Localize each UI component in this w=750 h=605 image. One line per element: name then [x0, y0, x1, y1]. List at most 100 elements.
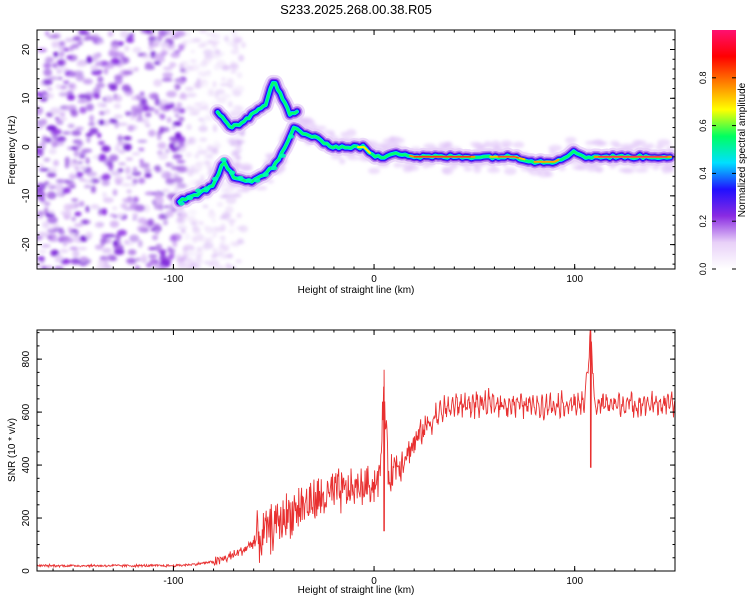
- heatmap-noise-cell: [96, 40, 105, 45]
- heatmap-noise-cell: [102, 247, 112, 254]
- heatmap-noise-cell: [180, 228, 186, 234]
- heatmap-noise-cell: [173, 176, 184, 184]
- heatmap-noise-cell: [48, 226, 58, 230]
- heatmap-noise-cell: [129, 234, 140, 243]
- heatmap-noise-cell: [112, 189, 118, 196]
- heatmap-halo-cell: [618, 167, 632, 173]
- heatmap-noise-cell: [205, 70, 212, 75]
- colorbar-ticks: 0.0 0.2 0.4 0.6 0.8: [698, 72, 736, 275]
- colorbar-gradient: [712, 30, 736, 269]
- heatmap-noise-cell: [67, 123, 75, 129]
- heatmap-noise-cell: [132, 178, 138, 185]
- figure-title: S233.2025.268.00.38.R05: [280, 2, 432, 17]
- heatmap-noise-cell: [43, 62, 52, 69]
- heatmap-noise-cell: [79, 106, 87, 114]
- heatmap-halo-cell: [407, 164, 420, 172]
- heatmap-noise-cell: [37, 48, 47, 53]
- heatmap-noise-cell: [134, 107, 144, 114]
- heatmap-noise-cell: [212, 232, 217, 238]
- heatmap-noise-cell: [174, 30, 186, 38]
- heatmap-noise-cell: [97, 132, 102, 139]
- heatmap-noise-cell: [140, 30, 152, 34]
- heatmap-noise-cell: [97, 259, 107, 266]
- heatmap-noise-cell: [167, 255, 173, 261]
- heatmap-noise-cell: [177, 216, 184, 223]
- heatmap-halo-cell: [667, 166, 675, 173]
- heatmap-noise-cell: [216, 201, 224, 207]
- heatmap-noise-cell: [95, 62, 103, 67]
- heatmap-noise-cell: [220, 223, 227, 232]
- heatmap-noise-cell: [79, 200, 85, 207]
- heatmap-noise-cell: [128, 32, 135, 38]
- y-tick-label: -10: [21, 188, 32, 203]
- heatmap-noise-cell: [176, 253, 181, 260]
- heatmap-noise-cell: [69, 246, 78, 251]
- heatmap-noise-cell: [123, 136, 132, 141]
- heatmap-noise-cell: [90, 66, 99, 71]
- heatmap-noise-cell: [229, 60, 236, 66]
- heatmap-noise-cell: [143, 204, 151, 213]
- heatmap-noise-cell: [86, 171, 98, 177]
- heatmap-noise-cell: [59, 50, 65, 57]
- heatmap-noise-cell: [208, 259, 220, 267]
- heatmap-noise-cell: [58, 45, 67, 51]
- heatmap-noise-cell: [144, 65, 156, 70]
- heatmap-noise-cell: [44, 202, 51, 207]
- heatmap-noise-cell: [112, 240, 119, 247]
- heatmap-noise-cell: [197, 259, 204, 264]
- heatmap-noise-cell: [48, 148, 57, 155]
- heatmap-noise-cell: [160, 50, 167, 57]
- heatmap-noise-cell: [141, 253, 147, 260]
- heatmap-noise-cell: [72, 159, 77, 164]
- heatmap-noise-cell: [124, 45, 130, 52]
- heatmap-noise-cell: [162, 66, 173, 71]
- heatmap-halo-cell: [565, 136, 577, 144]
- heatmap-noise-cell: [89, 114, 95, 123]
- heatmap-noise-cell: [103, 68, 109, 75]
- y-tick-label: -20: [21, 237, 32, 252]
- x-tick-label: -100: [163, 576, 183, 587]
- heatmap-ridge-peak: [211, 176, 219, 182]
- heatmap-noise-cell: [79, 154, 86, 159]
- heatmap-noise-cell: [158, 30, 168, 37]
- heatmap-noise-cell: [192, 169, 200, 174]
- heatmap-noise-cell: [234, 85, 245, 93]
- heatmap-noise-cell: [114, 144, 121, 152]
- heatmap-noise-cell: [158, 126, 165, 135]
- heatmap-noise-cell: [159, 113, 166, 120]
- heatmap-noise-cell: [43, 157, 51, 162]
- heatmap-ridge-peak: [178, 201, 185, 206]
- heatmap-noise-cell: [148, 129, 156, 137]
- heatmap-noise-cell: [227, 253, 234, 259]
- heatmap-noise-cell: [169, 234, 177, 243]
- heatmap-noise-cell: [79, 165, 86, 170]
- heatmap-noise-cell: [125, 157, 134, 161]
- heatmap-noise-cell: [144, 167, 152, 174]
- heatmap-ridge-peak: [237, 175, 244, 181]
- heatmap-noise-cell: [113, 94, 123, 102]
- heatmap-noise-cell: [118, 41, 124, 47]
- heatmap-noise-cell: [79, 151, 87, 155]
- heatmap-noise-cell: [72, 36, 82, 42]
- heatmap-ridge-peak: [203, 186, 210, 191]
- heatmap-noise-cell: [71, 216, 77, 222]
- heatmap-noise-cell: [70, 232, 76, 237]
- heatmap-noise-cell: [47, 216, 58, 224]
- heatmap-noise-cell: [176, 165, 187, 173]
- heatmap-noise-cell: [142, 105, 150, 112]
- heatmap-noise-cell: [92, 87, 101, 95]
- heatmap-noise-cell: [82, 78, 93, 85]
- heatmap-halo-cell: [594, 165, 603, 173]
- heatmap-noise-cell: [85, 103, 94, 111]
- heatmap-noise-cell: [192, 226, 201, 234]
- heatmap-noise-cell: [182, 250, 189, 258]
- heatmap-noise-cell: [155, 165, 162, 173]
- heatmap-noise-cell: [46, 183, 54, 188]
- y-tick-label: 200: [21, 509, 32, 526]
- heatmap-noise-cell: [77, 93, 89, 100]
- heatmap-noise-cell: [153, 79, 163, 87]
- heatmap-noise-cell: [92, 92, 100, 99]
- heatmap-noise-cell: [110, 170, 122, 176]
- heatmap-noise-cell: [140, 98, 148, 105]
- heatmap-noise-cell: [113, 244, 124, 250]
